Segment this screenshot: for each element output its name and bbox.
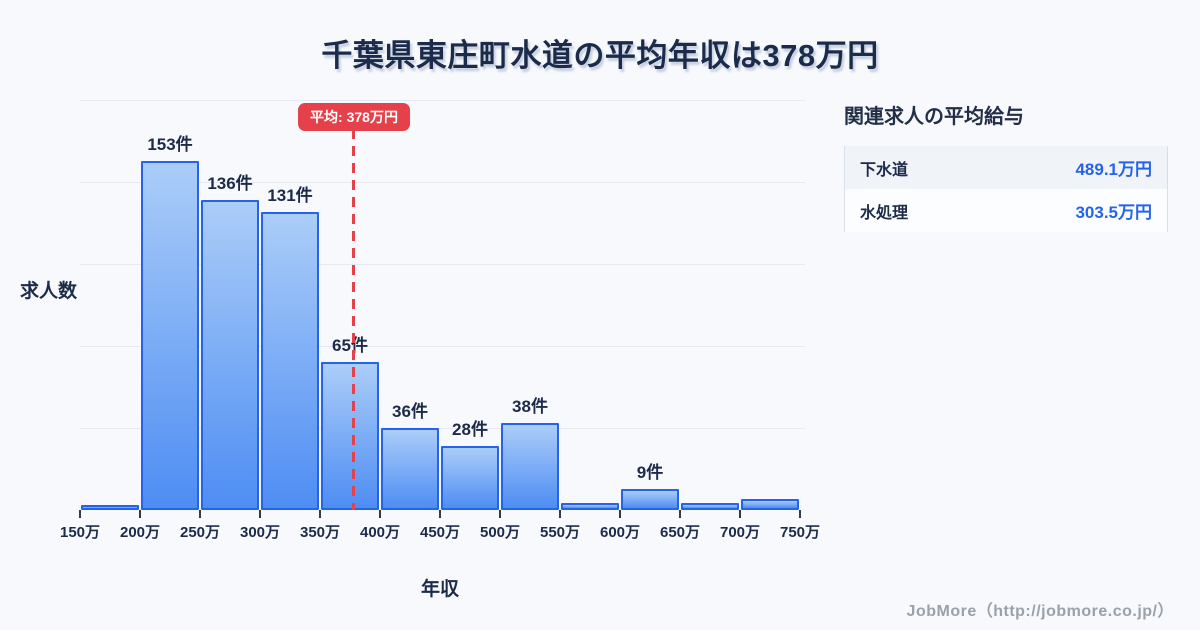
x-tick-label: 250万 bbox=[179, 524, 221, 541]
gridline bbox=[80, 346, 805, 347]
side-panel-heading: 関連求人の平均給与 bbox=[844, 106, 1024, 128]
x-tick-label: 500万 bbox=[479, 524, 521, 541]
x-tick-mark bbox=[799, 510, 801, 518]
bar-value-label: 36件 bbox=[392, 402, 428, 421]
histogram-bar bbox=[621, 489, 679, 510]
gridline bbox=[80, 182, 805, 183]
x-tick-mark bbox=[319, 510, 321, 518]
bar-value-label: 136件 bbox=[207, 174, 253, 193]
gridline bbox=[80, 264, 805, 265]
histogram-bar bbox=[261, 212, 319, 510]
x-tick-label: 350万 bbox=[299, 524, 341, 541]
bar-value-label: 9件 bbox=[636, 463, 664, 482]
page-title: 千葉県東庄町水道の平均年収は378万円 bbox=[321, 38, 879, 73]
x-axis-label: 年収 bbox=[420, 579, 460, 600]
x-tick-label: 400万 bbox=[359, 524, 401, 541]
x-tick-label: 650万 bbox=[659, 524, 701, 541]
histogram-bar bbox=[561, 503, 619, 510]
table-row-value: 303.5万円 bbox=[1075, 203, 1152, 222]
x-tick-mark bbox=[259, 510, 261, 518]
x-tick-mark bbox=[559, 510, 561, 518]
average-line bbox=[352, 129, 355, 510]
x-tick-mark bbox=[79, 510, 81, 518]
x-tick-label: 600万 bbox=[599, 524, 641, 541]
side-panel-table: 下水道 489.1万円 水処理 303.5万円 bbox=[844, 146, 1168, 232]
histogram-bar bbox=[201, 200, 259, 510]
x-tick-mark bbox=[199, 510, 201, 518]
bar-value-label: 28件 bbox=[452, 420, 488, 439]
histogram-bar bbox=[441, 446, 499, 510]
gridline bbox=[80, 428, 805, 429]
x-tick-mark bbox=[739, 510, 741, 518]
histogram-bar bbox=[321, 362, 379, 510]
x-tick-mark bbox=[619, 510, 621, 518]
x-tick-mark bbox=[379, 510, 381, 518]
histogram-bar bbox=[141, 161, 199, 510]
histogram-bar bbox=[81, 505, 139, 510]
table-row: 水処理 303.5万円 bbox=[845, 189, 1167, 232]
plot-area: 平均: 378万円 153件 136件 131件 65件 36件 28件 38件 9件 150万… bbox=[60, 100, 820, 541]
table-row-label: 下水道 bbox=[860, 161, 909, 179]
histogram-bar bbox=[381, 428, 439, 510]
x-tick-label: 150万 bbox=[59, 524, 101, 541]
footer-credit: JobMore（http://jobmore.co.jp/） bbox=[906, 603, 1174, 620]
table-row-label: 水処理 bbox=[860, 204, 909, 222]
bar-value-label: 38件 bbox=[512, 397, 548, 416]
x-tick-label: 550万 bbox=[539, 524, 581, 541]
x-tick-mark bbox=[439, 510, 441, 518]
histogram-bar bbox=[501, 423, 559, 510]
average-badge: 平均: 378万円 bbox=[298, 103, 410, 131]
x-tick-mark bbox=[499, 510, 501, 518]
table-row-value: 489.1万円 bbox=[1075, 160, 1152, 179]
x-tick-label: 200万 bbox=[119, 524, 161, 541]
gridline bbox=[80, 100, 805, 101]
table-row: 下水道 489.1万円 bbox=[845, 146, 1167, 189]
y-axis-label: 求人数 bbox=[20, 281, 78, 302]
bar-value-label: 153件 bbox=[147, 135, 193, 154]
x-tick-mark bbox=[679, 510, 681, 518]
histogram-bar bbox=[681, 503, 739, 510]
histogram-bar bbox=[741, 499, 799, 510]
x-tick-label: 700万 bbox=[719, 524, 761, 541]
bar-value-label: 131件 bbox=[267, 186, 313, 205]
x-tick-label: 750万 bbox=[779, 524, 821, 541]
x-tick-mark bbox=[139, 510, 141, 518]
x-tick-label: 300万 bbox=[239, 524, 281, 541]
x-tick-label: 450万 bbox=[419, 524, 461, 541]
bar-value-label: 65件 bbox=[332, 336, 368, 355]
